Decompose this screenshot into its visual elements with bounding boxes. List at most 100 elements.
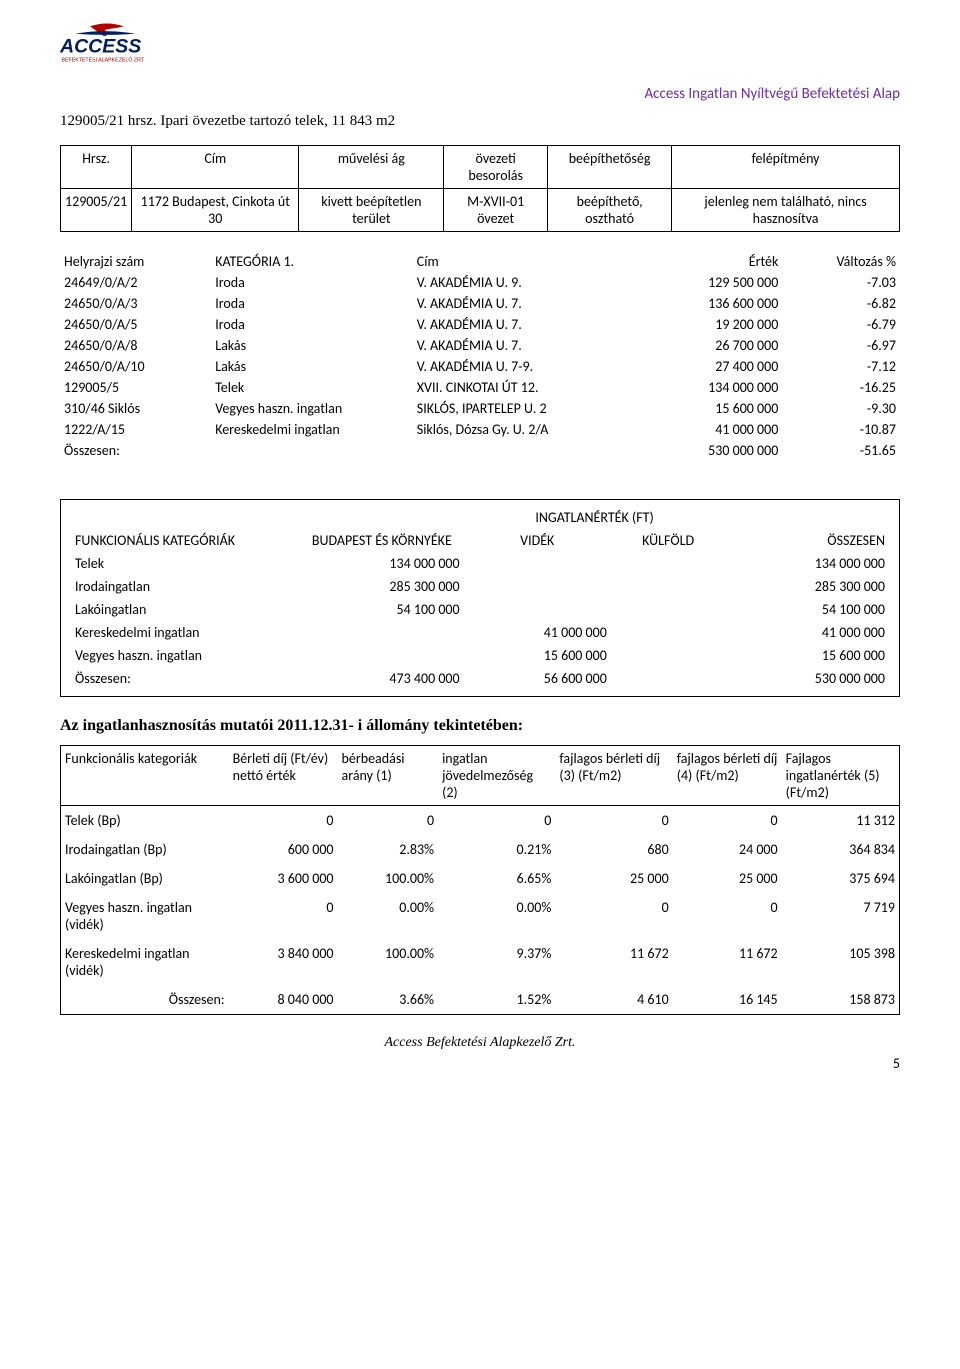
table-utilization-indicators: Funkcionális kategoriák Bérleti díj (Ft/…: [61, 746, 899, 1014]
total-label: Összesen:: [60, 440, 211, 461]
td: Vegyes haszn. ingatlan (vidék): [61, 893, 229, 939]
td: 0.21%: [438, 835, 555, 864]
total-label: Összesen:: [71, 667, 300, 690]
table-row: Telek (Bp)0000011 312: [61, 806, 899, 836]
table-row: 24649/0/A/2IrodaV. AKADÉMIA U. 9.129 500…: [60, 272, 900, 293]
th: Változás %: [782, 251, 900, 272]
td: 0: [673, 893, 782, 939]
td: [611, 621, 726, 644]
td: 24650/0/A/3: [60, 293, 211, 314]
th: fajlagos bérleti díj (4) (Ft/m2): [673, 746, 782, 806]
tbl3-title: INGATLANÉRTÉK (FT): [300, 506, 889, 529]
td: Kereskedelmi ingatlan: [71, 621, 300, 644]
td: 0: [555, 806, 672, 836]
td: -6.97: [782, 335, 900, 356]
td: [300, 621, 464, 644]
td: -9.30: [782, 398, 900, 419]
td: Lakás: [211, 356, 413, 377]
td: 134 000 000: [631, 377, 782, 398]
td: 25 000: [555, 864, 672, 893]
td: 310/46 Siklós: [60, 398, 211, 419]
td: 11 672: [673, 939, 782, 985]
td: SIKLÓS, IPARTELEP U. 2: [413, 398, 631, 419]
td: V. AKADÉMIA U. 7.: [413, 293, 631, 314]
total-c4: 4 610: [555, 985, 672, 1014]
td: 0: [438, 806, 555, 836]
td: 680: [555, 835, 672, 864]
table-row: 1222/A/15Kereskedelmi ingatlanSiklós, Dó…: [60, 419, 900, 440]
th: BUDAPEST ÉS KÖRNYÉKE: [300, 529, 464, 552]
td: Telek: [71, 552, 300, 575]
table-total-row: Összesen: 473 400 000 56 600 000 530 000…: [71, 667, 889, 690]
table-row: 24650/0/A/5IrodaV. AKADÉMIA U. 7.19 200 …: [60, 314, 900, 335]
td: 285 300 000: [725, 575, 889, 598]
td: Siklós, Dózsa Gy. U. 2/A: [413, 419, 631, 440]
svg-text:BEFEKTETÉSI ALAPKEZELŐ ZRT: BEFEKTETÉSI ALAPKEZELŐ ZRT: [62, 57, 145, 64]
th: Funkcionális kategoriák: [61, 746, 229, 806]
table-row: Irodaingatlan285 300 000285 300 000: [71, 575, 889, 598]
td: 0.00%: [338, 893, 439, 939]
access-logo-icon: ACCESS BEFEKTETÉSI ALAPKEZELŐ ZRT: [60, 20, 210, 70]
td: -10.87: [782, 419, 900, 440]
td: Kereskedelmi ingatlan (vidék): [61, 939, 229, 985]
td: 6.65%: [438, 864, 555, 893]
page-container: ACCESS BEFEKTETÉSI ALAPKEZELŐ ZRT Access…: [0, 0, 960, 1102]
td: 24650/0/A/10: [60, 356, 211, 377]
td: -6.79: [782, 314, 900, 335]
table-row: Lakóingatlan54 100 00054 100 000: [71, 598, 889, 621]
table-valuations: Helyrajzi szám KATEGÓRIA 1. Cím Érték Vá…: [60, 251, 900, 461]
td: kivett beépítetlen terület: [299, 189, 444, 232]
th: Hrsz.: [61, 146, 132, 189]
td: jelenleg nem található, nincs hasznosítv…: [672, 189, 900, 232]
td: [611, 644, 726, 667]
td: 134 000 000: [725, 552, 889, 575]
td: 11 312: [782, 806, 899, 836]
td: [464, 598, 611, 621]
table-row: Vegyes haszn. ingatlan (vidék)00.00%0.00…: [61, 893, 899, 939]
total-videk: 56 600 000: [464, 667, 611, 690]
td: 129 500 000: [631, 272, 782, 293]
svg-text:ACCESS: ACCESS: [60, 36, 141, 58]
total-pct: -51.65: [782, 440, 900, 461]
th: beépíthetőség: [548, 146, 672, 189]
td: 41 000 000: [464, 621, 611, 644]
td: 0: [673, 806, 782, 836]
td: 105 398: [782, 939, 899, 985]
td: beépíthető, osztható: [548, 189, 672, 232]
th: Fajlagos ingatlanérték (5) (Ft/m2): [782, 746, 899, 806]
td: 11 672: [555, 939, 672, 985]
td: Lakás: [211, 335, 413, 356]
total-c2: 3.66%: [338, 985, 439, 1014]
td: [611, 575, 726, 598]
table-row: 24650/0/A/8LakásV. AKADÉMIA U. 7.26 700 …: [60, 335, 900, 356]
td: 1172 Budapest, Cinkota út 30: [132, 189, 299, 232]
td: 0: [338, 806, 439, 836]
total-bp: 473 400 000: [300, 667, 464, 690]
td: 0: [229, 806, 338, 836]
table-total-row: Összesen: 8 040 000 3.66% 1.52% 4 610 16…: [61, 985, 899, 1014]
th: KATEGÓRIA 1.: [211, 251, 413, 272]
td: Vegyes haszn. ingatlan: [211, 398, 413, 419]
td: 129005/5: [60, 377, 211, 398]
td: 285 300 000: [300, 575, 464, 598]
td: 3 600 000: [229, 864, 338, 893]
table-3-box: INGATLANÉRTÉK (FT) FUNKCIONÁLIS KATEGÓRI…: [60, 499, 900, 697]
td: Telek: [211, 377, 413, 398]
td: 129005/21: [61, 189, 132, 232]
td: Lakóingatlan: [71, 598, 300, 621]
table-row: Lakóingatlan (Bp)3 600 000100.00%6.65%25…: [61, 864, 899, 893]
td: Iroda: [211, 293, 413, 314]
th: VIDÉK: [464, 529, 611, 552]
total-c6: 158 873: [782, 985, 899, 1014]
td: 24 000: [673, 835, 782, 864]
th: felépítmény: [672, 146, 900, 189]
total-value: 530 000 000: [631, 440, 782, 461]
td: V. AKADÉMIA U. 7.: [413, 335, 631, 356]
th: FUNKCIONÁLIS KATEGÓRIÁK: [71, 529, 300, 552]
td: Iroda: [211, 314, 413, 335]
th: bérbeadási arány (1): [338, 746, 439, 806]
td: Kereskedelmi ingatlan: [211, 419, 413, 440]
table-property-details: Hrsz. Cím művelési ág övezeti besorolás …: [60, 145, 900, 232]
td: [464, 575, 611, 598]
th: Érték: [631, 251, 782, 272]
